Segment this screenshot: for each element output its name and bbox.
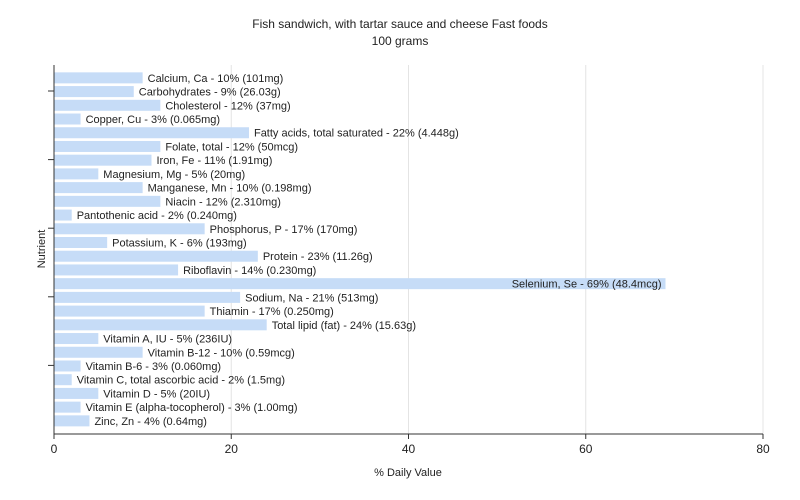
bar-label: Vitamin E (alpha-tocopherol) - 3% (1.00m… (86, 402, 298, 414)
bar (54, 113, 81, 125)
bar-label: Vitamin A, IU - 5% (236IU) (103, 334, 232, 346)
bar-label: Cholesterol - 12% (37mg) (165, 100, 290, 112)
bar (54, 291, 241, 303)
bar-label: Vitamin D - 5% (20IU) (103, 388, 210, 400)
bar-label: Vitamin C, total ascorbic acid - 2% (1.5… (77, 375, 285, 387)
bar-label: Selenium, Se - 69% (48.4mcg) (512, 279, 662, 291)
bar (54, 72, 143, 84)
data-labels: Calcium, Ca - 10% (101mg) Carbohydrates -… (77, 73, 662, 428)
bar-label: Niacin - 12% (2.310mg) (165, 196, 281, 208)
x-tick-label: 0 (51, 442, 58, 456)
bar (54, 401, 81, 413)
bar (54, 387, 99, 399)
bar (54, 168, 99, 180)
bars (54, 72, 666, 427)
x-tick-label: 40 (402, 442, 416, 456)
bar (54, 99, 161, 111)
bar (54, 305, 205, 317)
bar-label: Thiamin - 17% (0.250mg) (210, 306, 334, 318)
bar-label: Phosphorus, P - 17% (170mg) (210, 224, 358, 236)
bar (54, 250, 258, 262)
x-axis-ticks: 0 20 40 60 80 (51, 434, 770, 456)
bar (54, 223, 205, 235)
bar (54, 86, 134, 98)
x-tick-label: 60 (579, 442, 593, 456)
bar (54, 195, 161, 207)
x-tick-label: 20 (225, 442, 239, 456)
bar-label: Iron, Fe - 11% (1.91mg) (156, 155, 272, 167)
bar (54, 278, 666, 290)
bar-label: Pantothenic acid - 2% (0.240mg) (77, 210, 237, 222)
bar-label: Total lipid (fat) - 24% (15.63g) (272, 320, 416, 332)
bar (54, 319, 267, 331)
bar-label: Carbohydrates - 9% (26.03g) (139, 87, 281, 99)
bar-label: Folate, total - 12% (50mcg) (165, 141, 298, 153)
bar (54, 264, 179, 276)
bar (54, 140, 161, 152)
bar-label: Fatty acids, total saturated - 22% (4.44… (254, 128, 459, 140)
bar (54, 346, 143, 358)
bar-label: Manganese, Mn - 10% (0.198mg) (148, 183, 312, 195)
x-axis-label: % Daily Value (374, 467, 442, 479)
x-tick-label: 80 (756, 442, 770, 456)
bar-label: Potassium, K - 6% (193mg) (112, 238, 247, 250)
chart-subtitle: 100 grams (372, 34, 429, 48)
bar (54, 333, 99, 345)
bar-label: Vitamin B-12 - 10% (0.59mcg) (148, 347, 295, 359)
bar-label: Riboflavin - 14% (0.230mg) (183, 265, 316, 277)
bar (54, 237, 108, 248)
bar-label: Magnesium, Mg - 5% (20mg) (103, 169, 245, 181)
bar (54, 209, 72, 221)
bar (54, 127, 249, 139)
bar-label: Sodium, Na - 21% (513mg) (245, 292, 378, 304)
bar (54, 415, 90, 427)
bar (54, 360, 81, 372)
bar (54, 182, 143, 194)
bar-label: Vitamin B-6 - 3% (0.060mg) (86, 361, 222, 373)
chart-title: Fish sandwich, with tartar sauce and che… (252, 17, 547, 31)
bar-label: Zinc, Zn - 4% (0.64mg) (94, 416, 206, 428)
bar-label: Copper, Cu - 3% (0.065mg) (86, 114, 221, 126)
bar-label: Protein - 23% (11.26g) (263, 251, 373, 263)
y-axis-ticks (48, 90, 54, 366)
y-axis-label: Nutrient (36, 230, 48, 269)
bar (54, 154, 152, 166)
gridlines (230, 65, 764, 434)
bar-label: Calcium, Ca - 10% (101mg) (148, 73, 284, 85)
bar (54, 374, 72, 386)
